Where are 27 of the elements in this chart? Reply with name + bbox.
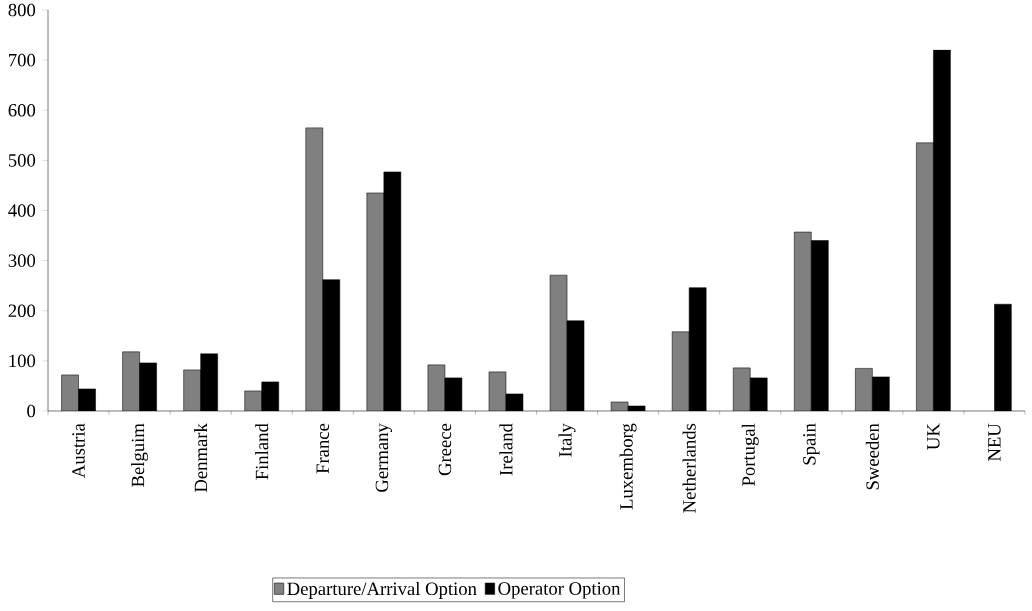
legend-label: Departure/Arrival Option (287, 581, 477, 599)
legend-label: Operator Option (498, 582, 621, 599)
x-tick-label: Italy (558, 423, 576, 457)
y-tick-label: 500 (8, 154, 36, 167)
y-tick-label: 800 (8, 3, 36, 17)
x-tick-label: UK (927, 423, 940, 450)
y-tick-label: 0 (27, 404, 36, 418)
y-tick-label: 300 (8, 254, 36, 267)
x-tick-label: NEU (988, 423, 1001, 461)
x-tick-label: Austria (72, 423, 85, 478)
x-tick-label: Finland (255, 423, 269, 480)
y-tick-label: 100 (9, 354, 36, 368)
x-tick-label: Belguim (131, 423, 149, 487)
x-tick-label: Denmark (194, 423, 208, 493)
y-tick-label: 600 (8, 103, 36, 117)
x-tick-label: Netherlands (682, 423, 696, 513)
y-tick-label: 400 (8, 204, 36, 217)
x-tick-label: Portugal (741, 423, 759, 486)
x-tick-label: Luxemborg (619, 423, 637, 510)
y-tick-label: 200 (8, 304, 36, 318)
x-tick-label: Sweeden (865, 423, 879, 490)
x-tick-label: Germany (375, 423, 393, 492)
x-tick-label: France (316, 423, 329, 474)
x-tick-label: Spain (803, 423, 820, 465)
x-tick-label: Ireland (499, 423, 513, 476)
y-tick-label: 700 (9, 53, 36, 67)
x-tick-label: Greece (438, 423, 452, 476)
